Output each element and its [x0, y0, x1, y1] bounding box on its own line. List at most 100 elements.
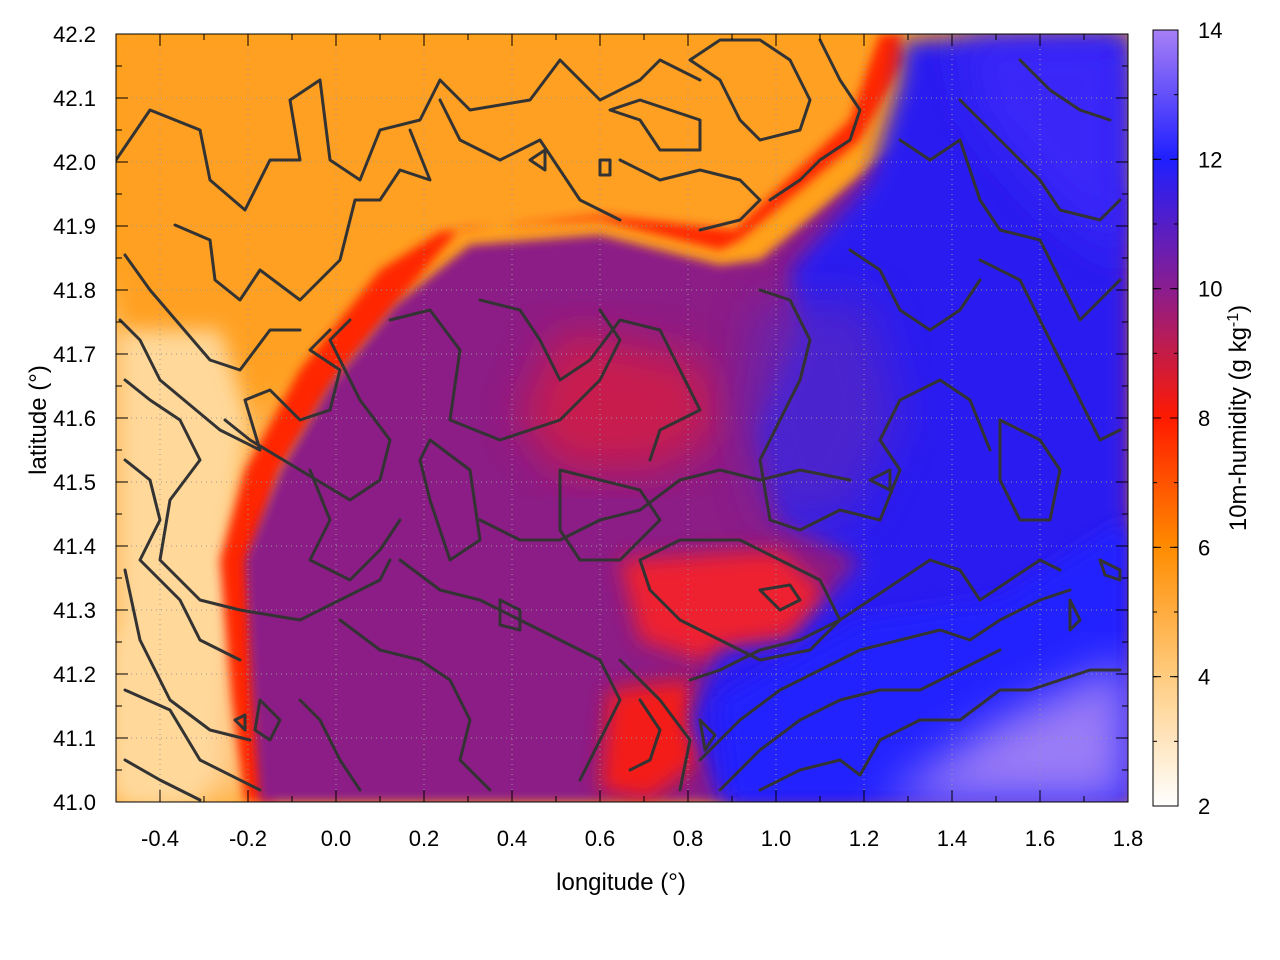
y-tick-label: 42.1 [53, 86, 96, 111]
x-tick-label: 0.6 [585, 826, 616, 851]
y-tick-label: 41.0 [53, 790, 96, 815]
field-pale-strip [116, 330, 250, 802]
contour-line [498, 598, 522, 632]
y-tick-label: 41.7 [53, 342, 96, 367]
x-axis-title: longitude (°) [556, 869, 686, 896]
contour-line [298, 698, 362, 792]
contour-lines [116, 38, 1122, 802]
x-tick-label: 1.8 [1113, 826, 1144, 851]
contour-line [628, 698, 662, 772]
colorbar-tick-label: 8 [1198, 406, 1210, 431]
x-tick-label: 0.2 [409, 826, 440, 851]
contour-line [233, 713, 247, 732]
y-tick-label: 41.1 [53, 726, 96, 751]
contour-line [958, 98, 1122, 222]
contour-line [698, 718, 717, 752]
contour-line [123, 758, 202, 802]
contour-line [618, 658, 692, 792]
contour-line [438, 98, 622, 222]
contour-line [123, 378, 392, 622]
contour-line [688, 38, 812, 142]
y-tick-label: 41.5 [53, 470, 96, 495]
y-tick-label: 41.9 [53, 214, 96, 239]
x-tick-label: 1.4 [937, 826, 968, 851]
contour-line [758, 668, 1122, 792]
y-tick-label: 41.8 [53, 278, 96, 303]
contour-line [768, 38, 862, 202]
field-northwest-orange [116, 34, 880, 640]
contour-line [173, 128, 432, 302]
contour-line [253, 698, 282, 742]
contour-line [123, 458, 242, 662]
y-tick-label: 41.2 [53, 662, 96, 687]
contour-line [478, 468, 852, 542]
field-blue-northeast [960, 34, 1128, 260]
colorbar-ticks: 2 4 6 8 10 12 14 [1153, 18, 1222, 819]
x-tick-label: 0.0 [321, 826, 352, 851]
contour-line [978, 258, 1122, 442]
colorbar-tick-label: 6 [1198, 535, 1210, 560]
x-tick-label: 0.8 [673, 826, 704, 851]
colorbar-title-main: 10m-humidity (g kg [1225, 327, 1252, 531]
field-red-patch-southwest [600, 680, 700, 800]
contour-line [618, 158, 762, 232]
contour-line [338, 618, 492, 792]
contour-line [418, 438, 482, 562]
x-tick-label: 1.6 [1025, 826, 1056, 851]
contour-line [308, 468, 402, 582]
contour-line [868, 468, 892, 492]
contour-line [898, 138, 1122, 322]
contour-line [1098, 558, 1122, 582]
contour-line [528, 148, 547, 172]
contour-line [123, 253, 302, 372]
y-tick-label: 42.2 [53, 22, 96, 47]
contour-line [118, 318, 342, 452]
colorbar-tick-label: 2 [1198, 794, 1210, 819]
colorbar-tick-label: 12 [1198, 147, 1222, 172]
y-tick-label: 41.3 [53, 598, 96, 623]
contour-line [758, 583, 802, 612]
colorbar-tick-label: 14 [1198, 18, 1222, 43]
x-tick-label: -0.4 [141, 826, 179, 851]
contour-line [478, 298, 702, 462]
x-tick-label: 1.0 [761, 826, 792, 851]
contour-line [758, 288, 992, 532]
x-axis: -0.4 -0.2 0.0 0.2 0.4 0.6 0.8 1.0 1.2 1.4 1.6 1.8 [115, 34, 1144, 851]
contour-line [608, 98, 702, 152]
colorbar-tick-label: 4 [1198, 665, 1210, 690]
y-tick-label: 42.0 [53, 150, 96, 175]
y-axis-title: latitude (°) [25, 365, 52, 475]
contour-line [123, 688, 262, 792]
field-purple-inner-east [740, 300, 900, 520]
contour-line [558, 468, 662, 562]
contour-line [1068, 598, 1082, 632]
y-tick-label: 41.6 [53, 406, 96, 431]
field-red-patch-center [520, 330, 720, 470]
field-red-patch-south [620, 550, 830, 660]
contour-line [848, 248, 982, 332]
colorbar-title-end: ) [1225, 305, 1252, 313]
contour-line [398, 558, 622, 782]
contour-line [1018, 58, 1112, 122]
x-tick-label: -0.2 [229, 826, 267, 851]
contour-line [223, 318, 392, 502]
contour-line [998, 418, 1062, 522]
contour-line [388, 308, 622, 442]
contour-line [638, 538, 842, 662]
colorbar: 2 4 6 8 10 12 14 10m-humidity (g kg-1) [1152, 18, 1253, 819]
colorbar-title: 10m-humidity (g kg-1) [1225, 305, 1253, 531]
contour-line [698, 588, 1072, 762]
contour-line [688, 558, 1062, 682]
colorbar-tick-label: 10 [1198, 277, 1222, 302]
y-axis: 41.0 41.1 41.2 41.3 41.4 41.5 41.6 41.7 41.8 41.9… [53, 22, 1128, 815]
contour-line [116, 58, 702, 212]
y-tick-label: 41.4 [53, 534, 96, 559]
x-tick-label: 0.4 [497, 826, 528, 851]
field-lavender-corner [880, 660, 1128, 802]
contour-line [598, 158, 612, 177]
colorbar-title-superscript: -1 [1225, 313, 1242, 327]
contour-line [718, 648, 1002, 792]
x-tick-label: 1.2 [849, 826, 880, 851]
contour-line [123, 568, 252, 742]
